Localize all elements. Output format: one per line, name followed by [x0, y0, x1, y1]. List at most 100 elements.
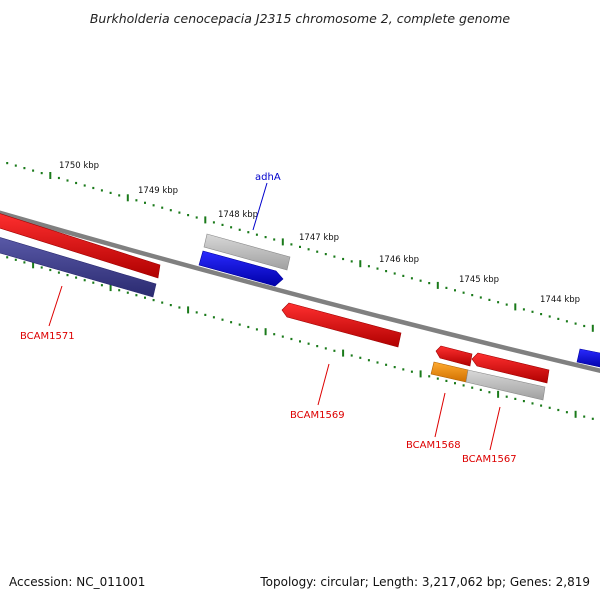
- inner-ring-minor-tick: [178, 306, 181, 309]
- inner-ring-minor-tick: [75, 276, 78, 279]
- connector-bcam1569: [317, 363, 330, 406]
- outer-ring-minor-tick: [66, 179, 69, 182]
- connector-bcam1567: [489, 406, 501, 451]
- outer-ring-minor-tick: [531, 310, 534, 313]
- inner-ring-minor-tick: [324, 347, 327, 350]
- map-title: Burkholderia cenocepacia J2315 chromosom…: [90, 11, 511, 26]
- inner-ring-minor-tick: [514, 397, 517, 400]
- inner-ring-minor-tick: [152, 299, 155, 302]
- inner-ring-minor-tick: [454, 382, 456, 385]
- gene-label-adha[interactable]: adhA: [255, 172, 281, 183]
- outer-ring-minor-tick: [402, 274, 405, 277]
- outer-ring-minor-tick: [574, 322, 577, 325]
- gene-feature-right-blue[interactable]: [576, 348, 600, 368]
- outer-ring-minor-tick: [75, 181, 78, 185]
- tick-label-1745: 1745 kbp: [459, 275, 499, 285]
- outer-ring-minor-tick: [264, 236, 267, 239]
- inner-ring-minor-tick: [531, 402, 534, 405]
- inner-ring-minor-tick: [376, 361, 379, 364]
- inner-ring-minor-tick: [221, 318, 224, 321]
- tick-labels: 1750 kbp 1749 kbp 1748 kbp 1747 kbp 1746…: [59, 161, 580, 305]
- outer-ring-minor-tick: [557, 317, 560, 320]
- outer-ring-minor-tick: [471, 294, 474, 297]
- inner-ring-minor-tick: [299, 340, 301, 343]
- tick-label-1748: 1748 kbp: [218, 210, 258, 220]
- outer-ring-minor-tick: [161, 206, 164, 209]
- outer-ring-minor-tick: [565, 320, 568, 323]
- genome-summary-text: Topology: circular; Length: 3,217,062 bp…: [259, 575, 590, 589]
- outer-ring-minor-tick: [540, 313, 543, 316]
- gene-feature-bcam1567-red[interactable]: [471, 352, 550, 384]
- outer-ring-minor-tick: [583, 324, 586, 328]
- inner-ring-minor-tick: [410, 370, 413, 373]
- gene-label-bcam1571[interactable]: BCAM1571: [20, 331, 75, 342]
- inner-ring-minor-tick: [40, 266, 43, 269]
- outer-tick-ring: [6, 162, 594, 332]
- outer-ring-minor-tick: [6, 162, 9, 165]
- inner-ring-major-tick: [419, 370, 422, 378]
- inner-ring-minor-tick: [445, 379, 448, 382]
- inner-ring-minor-tick: [230, 321, 233, 324]
- inner-ring-minor-tick: [522, 400, 525, 403]
- outer-ring-minor-tick: [92, 186, 95, 190]
- gene-label-bcam1567[interactable]: BCAM1567: [462, 454, 517, 465]
- outer-ring-minor-tick: [479, 296, 482, 299]
- inner-ring-minor-tick: [255, 328, 258, 331]
- gene-feature-bcam1567-grey[interactable]: [465, 369, 546, 401]
- outer-ring-minor-tick: [187, 214, 190, 217]
- inner-ring-major-tick: [32, 261, 35, 269]
- gene-feature-bcam1568-orange[interactable]: [430, 361, 469, 383]
- outer-ring-minor-tick: [230, 226, 233, 229]
- gene-label-bcam1569[interactable]: BCAM1569: [290, 410, 345, 421]
- outer-ring-minor-tick: [333, 255, 336, 258]
- inner-ring-minor-tick: [557, 408, 560, 412]
- outer-ring-minor-tick: [454, 289, 456, 292]
- outer-ring-minor-tick: [324, 253, 327, 256]
- outer-ring-minor-tick: [548, 315, 551, 318]
- gene-feature-bcam1569[interactable]: [281, 302, 402, 348]
- outer-ring-minor-tick: [497, 301, 500, 304]
- outer-ring-minor-tick: [428, 282, 431, 285]
- outer-ring-minor-tick: [247, 231, 250, 234]
- outer-ring-minor-tick: [350, 260, 353, 263]
- outer-ring-minor-tick: [522, 308, 525, 311]
- tick-label-1744: 1744 kbp: [540, 295, 580, 305]
- inner-ring-major-tick: [342, 349, 345, 357]
- inner-ring-minor-tick: [428, 375, 431, 378]
- inner-ring-minor-tick: [195, 311, 198, 314]
- outer-ring-minor-tick: [178, 211, 181, 214]
- inner-ring-minor-tick: [359, 356, 362, 359]
- outer-ring-minor-tick: [118, 194, 121, 197]
- inner-ring-minor-tick: [505, 395, 508, 398]
- inner-ring-minor-tick: [367, 359, 370, 362]
- outer-ring-minor-tick: [393, 272, 396, 275]
- inner-ring-minor-tick: [479, 388, 482, 391]
- outer-ring-major-tick: [281, 238, 284, 246]
- outer-ring-major-tick: [49, 172, 52, 179]
- chromosome-backbone: [0, 210, 600, 373]
- outer-ring-minor-tick: [462, 291, 465, 294]
- outer-ring-minor-tick: [83, 184, 86, 187]
- gene-label-bcam1568[interactable]: BCAM1568: [406, 440, 461, 451]
- outer-ring-minor-tick: [144, 201, 146, 204]
- outer-ring-minor-tick: [169, 209, 172, 212]
- outer-ring-minor-tick: [32, 169, 35, 172]
- inner-ring-major-tick: [497, 390, 500, 398]
- gene-feature-bcam1571-red[interactable]: [0, 212, 161, 279]
- inner-ring-minor-tick: [385, 363, 388, 366]
- outer-ring-minor-tick: [316, 250, 319, 253]
- inner-ring-minor-tick: [565, 411, 568, 414]
- gene-feature-bcam1571-navy[interactable]: [0, 236, 157, 298]
- gene-feature-adha-blue[interactable]: [198, 250, 284, 287]
- gene-feature-bcam1568-red[interactable]: [435, 345, 473, 367]
- inner-ring-minor-tick: [14, 258, 17, 261]
- outer-ring-minor-tick: [385, 270, 388, 273]
- inner-ring-minor-tick: [591, 417, 594, 420]
- inner-ring-major-tick: [187, 306, 190, 314]
- inner-ring-minor-tick: [583, 415, 586, 418]
- outer-ring-major-tick: [126, 194, 129, 202]
- inner-ring-minor-tick: [118, 289, 121, 292]
- gene-feature-adha-grey[interactable]: [203, 233, 291, 271]
- inner-ring-minor-tick: [540, 404, 543, 407]
